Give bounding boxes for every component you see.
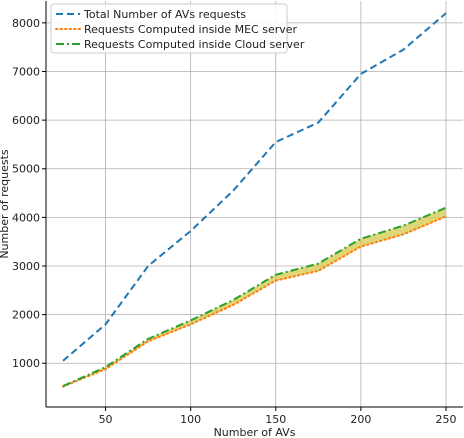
x-axis-label: Number of AVs [214, 426, 296, 438]
axes [45, 1, 463, 408]
x-tick-label-0: 50 [99, 413, 113, 426]
y-tick-label-5: 6000 [12, 114, 40, 127]
series-lines [62, 12, 447, 388]
x-tick-label-2: 150 [265, 413, 286, 426]
y-tick-label-4: 5000 [12, 163, 40, 176]
y-tick-label-7: 8000 [12, 17, 40, 30]
y-tick-label-3: 4000 [12, 211, 40, 224]
series-line-1 [62, 215, 447, 388]
x-ticks: 50 100 150 200 250 [99, 407, 456, 426]
legend-label-0: Total Number of AVs requests [83, 8, 246, 21]
x-tick-label-1: 100 [180, 413, 201, 426]
x-tick-label-4: 250 [435, 413, 456, 426]
y-tick-label-2: 3000 [12, 260, 40, 273]
x-tick-label-3: 200 [350, 413, 371, 426]
series-line-0 [62, 12, 447, 362]
y-axis-label: Number of requests [0, 149, 11, 259]
y-ticks: 1000 2000 3000 4000 5000 6000 7000 8000 [12, 17, 46, 370]
legend-frame [50, 3, 288, 54]
y-tick-label-6: 7000 [12, 66, 40, 79]
legend-label-2: Requests Computed inside Cloud server [84, 38, 305, 51]
legend-label-1: Requests Computed inside MEC server [84, 23, 298, 36]
y-tick-label-0: 1000 [12, 357, 40, 370]
y-tick-label-1: 2000 [12, 309, 40, 322]
series-line-2 [62, 206, 447, 388]
grid [46, 1, 463, 407]
legend: Total Number of AVs requests Requests Com… [50, 3, 305, 54]
